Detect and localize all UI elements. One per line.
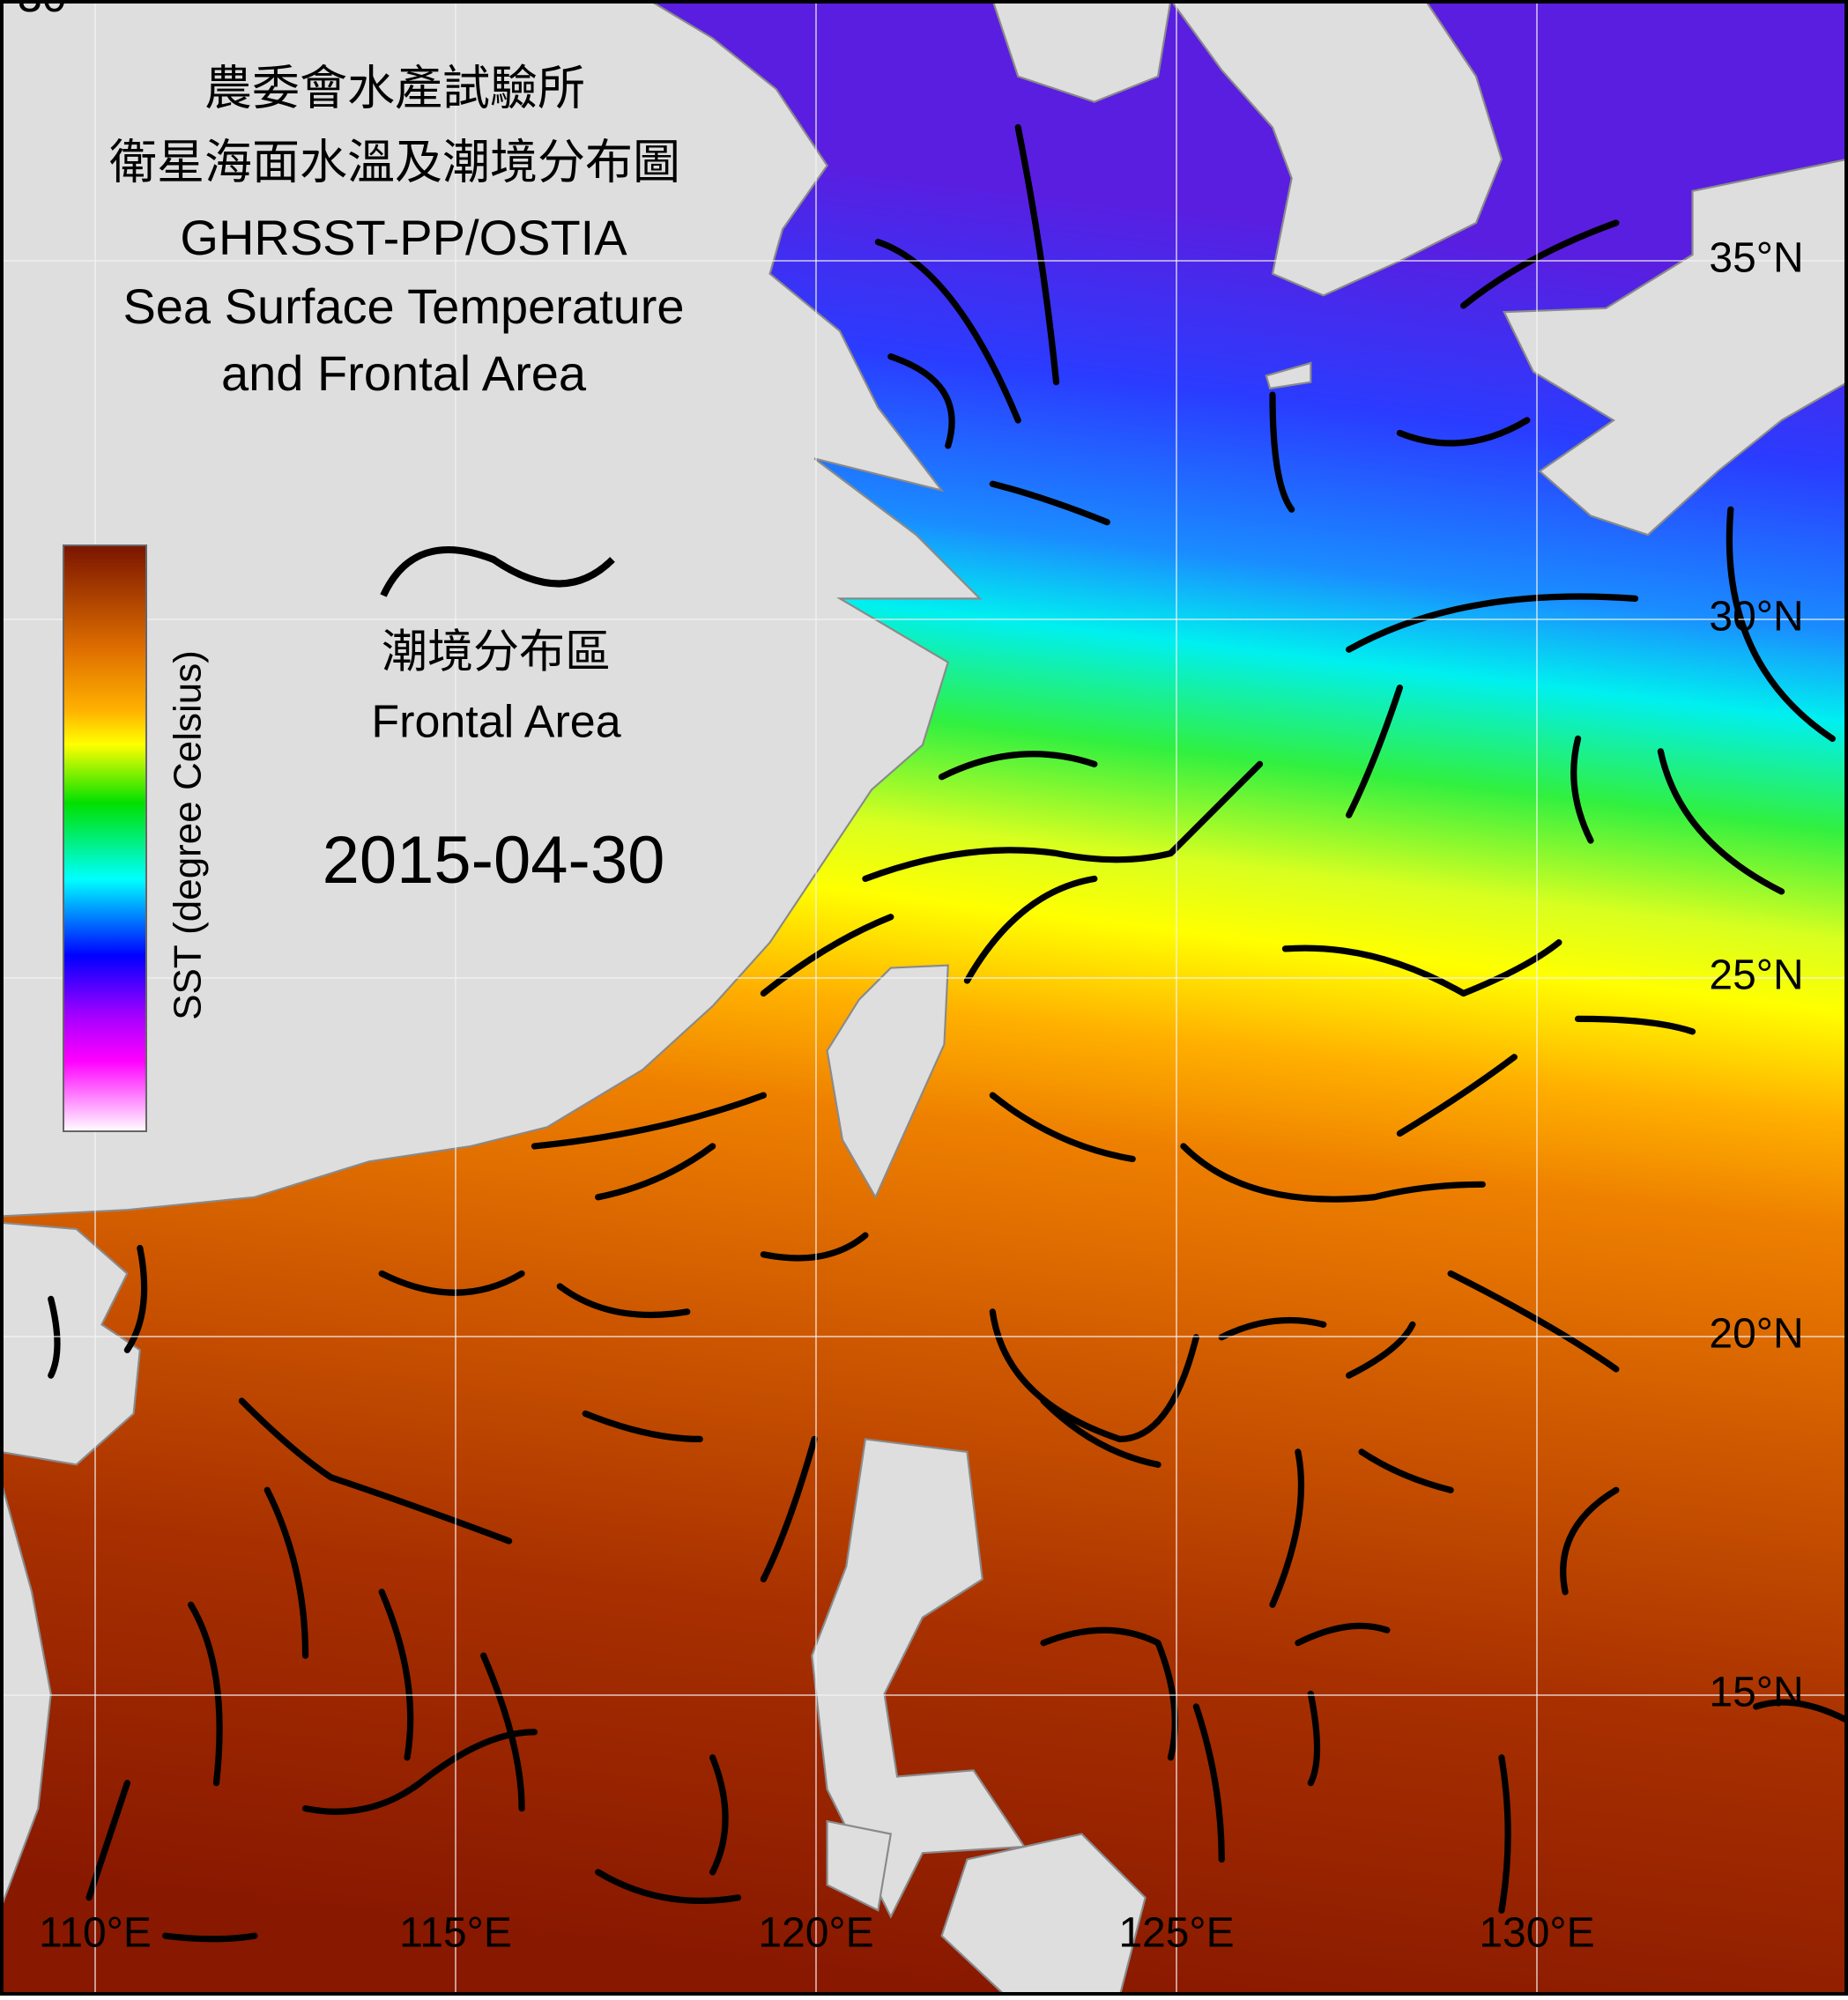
front xyxy=(1346,1321,1416,1379)
front xyxy=(1358,1448,1454,1493)
mainland xyxy=(0,0,983,1218)
titles: 農委會水產試驗所 衛星海面水溫及潮境分布圖 GHRSST-PP/OSTIA Se… xyxy=(109,62,685,401)
front xyxy=(1218,1316,1327,1341)
front xyxy=(760,914,894,997)
colorbar-tick-label: 30 xyxy=(18,0,67,21)
front xyxy=(887,353,955,449)
front xyxy=(85,1780,131,1901)
front xyxy=(556,1283,691,1319)
legend-line xyxy=(380,545,615,597)
front xyxy=(1560,1486,1620,1596)
front xyxy=(1192,1703,1225,1863)
title-en: and Frontal Area xyxy=(221,345,587,401)
legend-label-zh: 潮境分布區 xyxy=(382,627,611,678)
front xyxy=(989,1308,1199,1443)
front xyxy=(1753,1699,1848,1723)
lat-tick-label: 30°N xyxy=(1709,594,1803,641)
colorbar-ticks: 530 xyxy=(18,0,67,21)
front xyxy=(263,1486,309,1659)
lon-tick-label: 130°E xyxy=(1479,1910,1594,1957)
front xyxy=(989,480,1110,526)
front xyxy=(1346,684,1404,819)
front xyxy=(963,875,1098,984)
front xyxy=(1180,1143,1486,1203)
colorbar-label: SST (degree Celsius) xyxy=(167,650,210,1020)
title-zh: 衛星海面水溫及潮境分布圖 xyxy=(109,136,680,189)
front xyxy=(1040,1626,1178,1761)
front xyxy=(1040,1397,1161,1468)
front xyxy=(1346,593,1639,653)
vietnam xyxy=(0,1477,52,1911)
front xyxy=(595,1143,716,1201)
front xyxy=(162,1932,258,1943)
north-coast xyxy=(991,0,1172,103)
front xyxy=(48,1295,61,1379)
colorbar-tick-label: 5 xyxy=(18,0,42,21)
taiwan xyxy=(826,964,949,1200)
japan xyxy=(1503,158,1848,537)
front xyxy=(595,1869,742,1905)
front xyxy=(760,1232,869,1262)
front xyxy=(1396,1054,1518,1137)
front xyxy=(989,1092,1136,1163)
front xyxy=(1295,1622,1391,1647)
jeju xyxy=(1265,361,1312,390)
front xyxy=(378,1270,525,1296)
hainan xyxy=(0,1221,141,1466)
front xyxy=(582,1410,703,1443)
title-en: GHRSST-PP/OSTIA xyxy=(180,210,627,265)
front xyxy=(1574,1015,1696,1035)
front xyxy=(1570,735,1594,844)
front xyxy=(187,1601,223,1787)
lon-tick-label: 115°E xyxy=(399,1910,512,1957)
lon-tick-label: 110°E xyxy=(39,1910,152,1957)
front xyxy=(123,1244,148,1353)
front xyxy=(1281,939,1562,997)
title-zh: 農委會水產試驗所 xyxy=(204,62,585,115)
front xyxy=(709,1754,729,1876)
front xyxy=(378,1589,414,1761)
front xyxy=(1307,1690,1321,1787)
front xyxy=(301,1729,538,1815)
lat-tick-label: 20°N xyxy=(1709,1311,1803,1358)
korea xyxy=(1169,0,1503,297)
front xyxy=(1459,219,1620,309)
front xyxy=(938,751,1098,781)
front xyxy=(874,239,1021,424)
front xyxy=(760,1435,818,1583)
lon-tick-label: 125°E xyxy=(1118,1910,1234,1957)
front xyxy=(862,760,1264,883)
front xyxy=(531,1092,768,1150)
front xyxy=(1269,391,1295,513)
colorbar xyxy=(63,544,147,1132)
front xyxy=(1396,417,1531,447)
lon-tick-label: 120°E xyxy=(758,1910,873,1957)
legend-label-en: Frontal Area xyxy=(371,697,620,748)
lat-tick-label: 35°N xyxy=(1709,235,1803,282)
front xyxy=(238,1397,513,1544)
front xyxy=(1498,1754,1511,1914)
front xyxy=(1657,748,1785,895)
luzon xyxy=(811,1438,1027,1919)
lat-tick-label: 25°N xyxy=(1709,952,1803,999)
front xyxy=(480,1652,525,1812)
date: 2015-04-30 xyxy=(323,823,665,898)
frontal-lines xyxy=(48,123,1848,1943)
lat-tick-label: 15°N xyxy=(1709,1670,1803,1716)
mindoro xyxy=(826,1819,893,1912)
front xyxy=(1726,506,1836,743)
front xyxy=(1447,1270,1620,1373)
title-en: Sea Surface Temperature xyxy=(122,278,684,334)
front xyxy=(1014,123,1060,386)
front xyxy=(1269,1448,1305,1608)
